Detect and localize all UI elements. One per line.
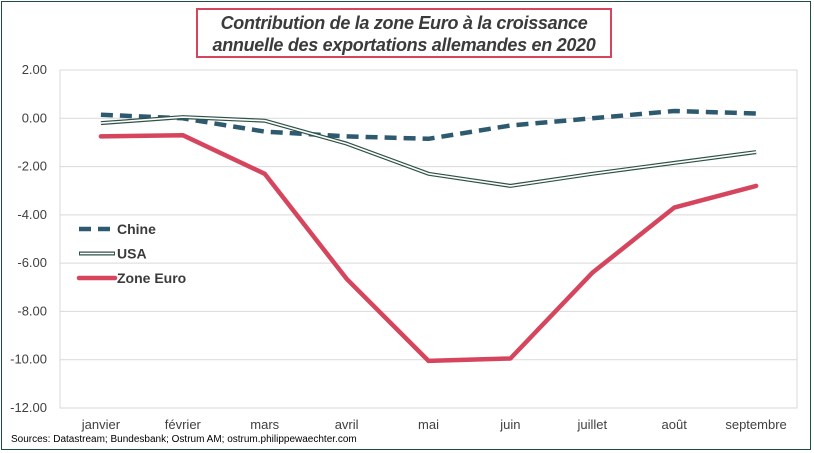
legend: Chine USA Zone Euro <box>76 221 186 286</box>
x-axis: janvier février mars avril mai juin juillet aoû… <box>81 417 787 432</box>
legend-entry: USA <box>79 246 147 262</box>
y-tick-label: -4.00 <box>17 207 47 222</box>
y-axis: 2.00 0.00 -2.00 -4.00 -6.00 -8.00 -10.00 -12.00 <box>10 62 47 415</box>
x-tick-label: février <box>165 417 202 432</box>
chart-title: Contribution de la zone Euro à la croiss… <box>196 8 612 58</box>
legend-label: Chine <box>117 221 156 237</box>
x-tick-label: mai <box>418 417 439 432</box>
y-tick-label: -12.00 <box>10 400 47 415</box>
title-line-2: annuelle des exportations allemandes en … <box>212 35 596 55</box>
source-note: Sources: Datastream; Bundesbank; Ostrum … <box>11 434 357 445</box>
x-tick-label: août <box>662 417 688 432</box>
series-line-zone-euro <box>98 132 759 364</box>
series-line-usa-inner <box>100 116 757 187</box>
legend-entry: Chine <box>79 221 156 237</box>
y-tick-label: -6.00 <box>17 255 47 270</box>
x-tick-label: janvier <box>81 417 121 432</box>
plot-area <box>59 69 798 409</box>
title-line-1: Contribution de la zone Euro à la croiss… <box>220 13 588 33</box>
series-line-usa <box>100 115 757 188</box>
x-tick-label: juillet <box>576 417 607 432</box>
x-tick-label: septembre <box>725 417 786 432</box>
y-tick-label: 0.00 <box>22 110 47 125</box>
series-lines <box>98 108 759 364</box>
x-tick-label: juin <box>499 417 520 432</box>
x-tick-label: avril <box>335 417 359 432</box>
series-line-chine <box>100 108 757 142</box>
y-tick-label: 2.00 <box>22 62 47 77</box>
legend-entry: Zone Euro <box>76 270 186 286</box>
legend-label: Zone Euro <box>117 270 186 286</box>
gridlines <box>60 69 797 409</box>
legend-label: USA <box>117 246 147 262</box>
y-tick-label: -8.00 <box>17 303 47 318</box>
x-tick-label: mars <box>250 417 279 432</box>
y-tick-label: -10.00 <box>10 352 47 367</box>
y-tick-label: -2.00 <box>17 159 47 174</box>
